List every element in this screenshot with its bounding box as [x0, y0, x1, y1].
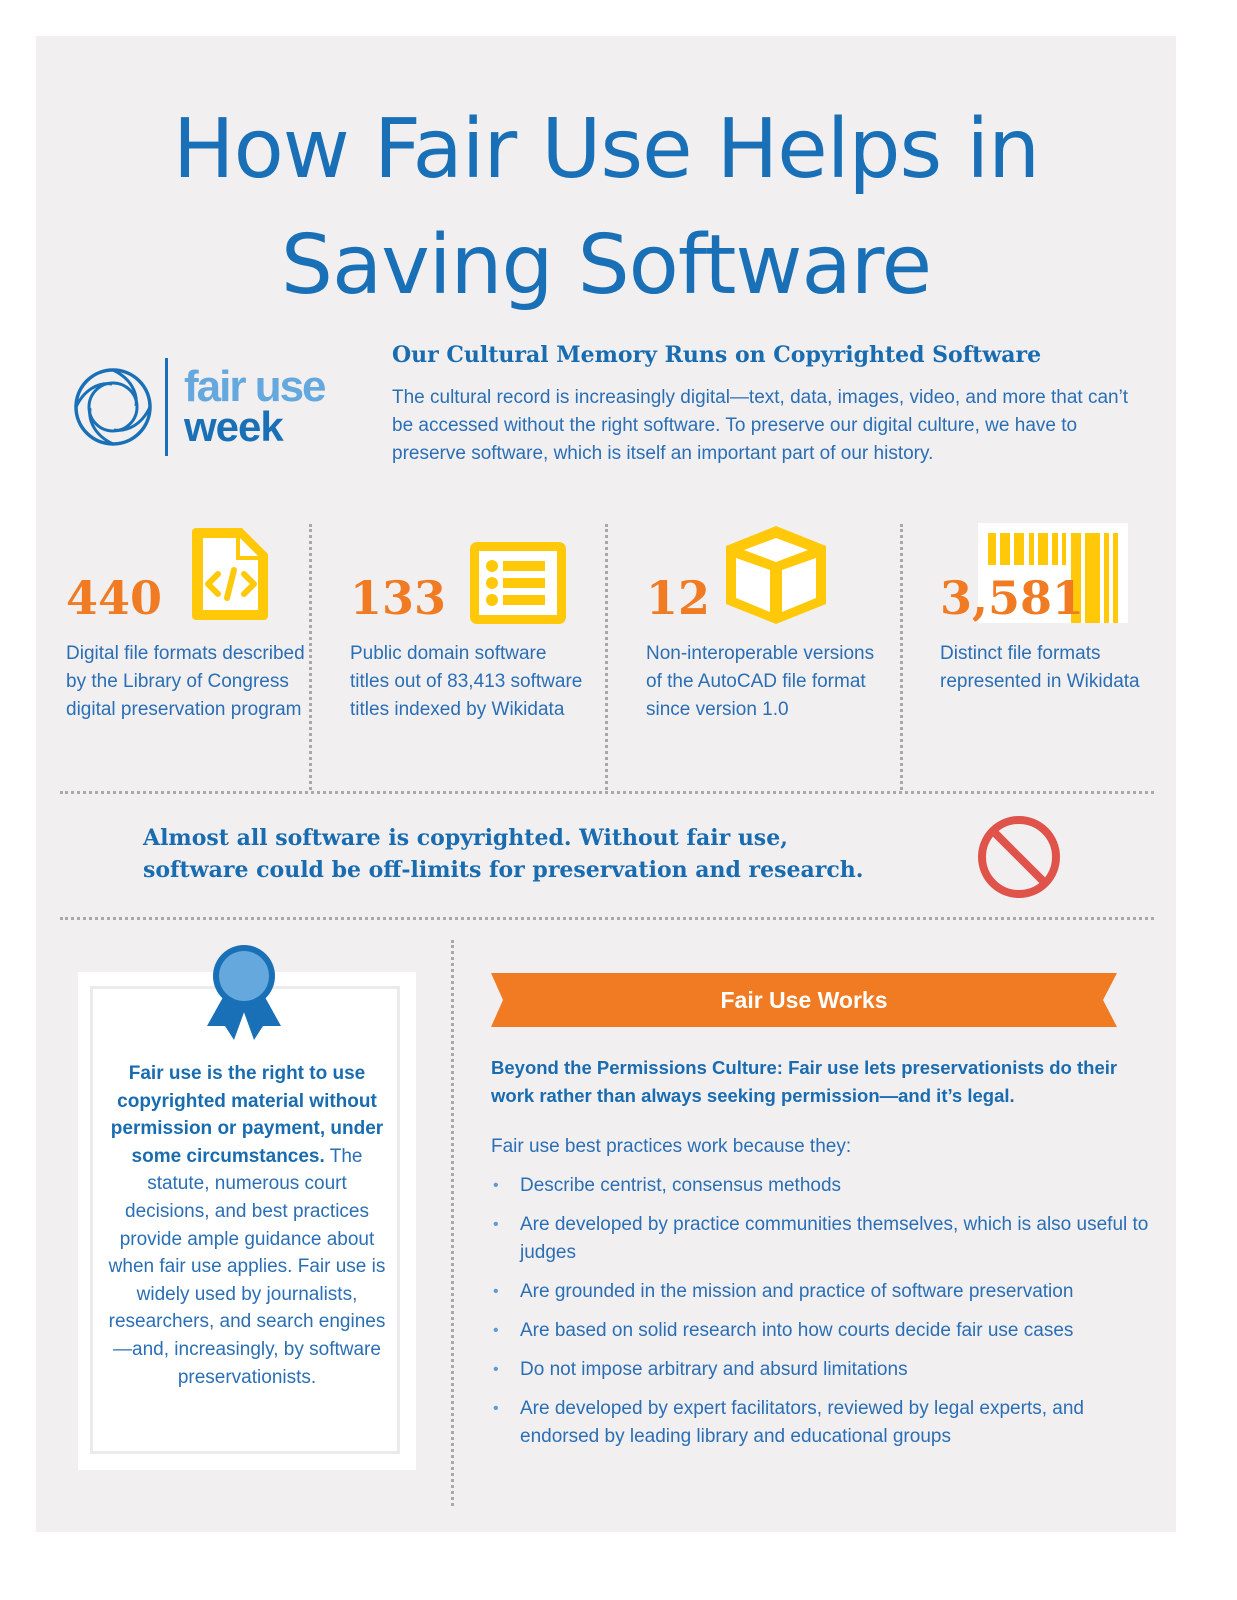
stat-wikidata-formats: 3,581 Distinct file formats represented … — [940, 520, 1180, 780]
list-item: • Are grounded in the mission and practic… — [491, 1278, 1151, 1306]
bullet-icon: • — [493, 1322, 499, 1339]
bullet-icon: • — [493, 1361, 499, 1378]
definition-body: The statute, numerous court decisions, a… — [108, 1145, 386, 1388]
column-divider — [451, 940, 454, 1506]
section-divider — [60, 917, 1154, 920]
logo-text-fair-use: fair use — [184, 362, 327, 411]
copyright-warning: Almost all software is copyrighted. With… — [143, 822, 863, 886]
code-file-icon — [192, 528, 268, 620]
definition-bold: Fair use is the right to use copyrighted… — [110, 1063, 384, 1167]
bullet-icon: • — [493, 1216, 499, 1233]
stat-public-domain: 133 Public domain software titles out of… — [350, 520, 590, 780]
intro-heading: Our Cultural Memory Runs on Copyrighted … — [392, 342, 1042, 368]
stat-divider — [309, 524, 312, 790]
best-practices-list: • Describe centrist, consensus methods • A… — [491, 1172, 1151, 1462]
title-line-1: How Fair Use Helps in — [172, 102, 1040, 197]
page-title: How Fair Use Helps in Saving Software — [36, 92, 1176, 324]
bullet-icon: • — [493, 1283, 499, 1300]
list-item: • Are developed by practice communities t… — [491, 1211, 1151, 1267]
list-icon — [470, 542, 566, 624]
list-item: • Are based on solid research into how co… — [491, 1317, 1151, 1345]
list-item: • Describe centrist, consensus methods — [491, 1172, 1151, 1200]
list-item: • Are developed by expert facilitators, r… — [491, 1395, 1151, 1451]
fair-use-works-banner — [491, 973, 1117, 1027]
stat-divider — [900, 524, 903, 790]
stat-value: 3,581 — [940, 571, 1085, 625]
title-line-2: Saving Software — [280, 218, 932, 313]
stat-autocad-versions: 12 Non-interoperable versions of the Aut… — [646, 520, 886, 780]
logo-text-week: week — [184, 403, 284, 450]
banner-label: Fair Use Works — [720, 987, 888, 1013]
warning-line-2: software could be off-limits for preserv… — [143, 857, 864, 883]
logo-divider — [165, 358, 168, 456]
bullet-icon: • — [493, 1177, 499, 1194]
aperture-icon — [74, 368, 152, 446]
intro-body: The cultural record is increasingly digi… — [392, 387, 1129, 464]
stat-file-formats: 440 Digital file formats described by th… — [66, 520, 306, 780]
barcode-icon — [978, 523, 1128, 623]
stat-value: 133 — [350, 571, 447, 625]
bullet-icon: • — [493, 1400, 499, 1417]
fair-use-works-intro: Fair use best practices work because the… — [491, 1136, 852, 1157]
stat-description: Non-interoperable versions of the AutoCA… — [646, 643, 875, 720]
stat-description: Public domain software titles out of 83,… — [350, 643, 583, 720]
award-ribbon-icon — [207, 945, 281, 1040]
stat-value: 440 — [66, 571, 163, 625]
stat-description: Digital file formats described by the Li… — [66, 643, 305, 720]
fair-use-week-logo: fair use week — [72, 356, 372, 460]
stat-divider — [605, 524, 608, 790]
fair-use-works-lead: Beyond the Permissions Culture: Fair use… — [491, 1057, 1118, 1106]
stat-description: Distinct file formats represented in Wik… — [940, 643, 1140, 692]
stat-value: 12 — [646, 571, 711, 625]
list-item: • Do not impose arbitrary and absurd limi… — [491, 1356, 1151, 1384]
section-divider — [60, 791, 1154, 794]
cube-icon — [726, 526, 826, 624]
prohibited-icon — [978, 816, 1060, 898]
warning-line-1: Almost all software is copyrighted. With… — [143, 825, 788, 851]
fair-use-definition: Fair use is the right to use copyrighted… — [106, 1060, 388, 1391]
